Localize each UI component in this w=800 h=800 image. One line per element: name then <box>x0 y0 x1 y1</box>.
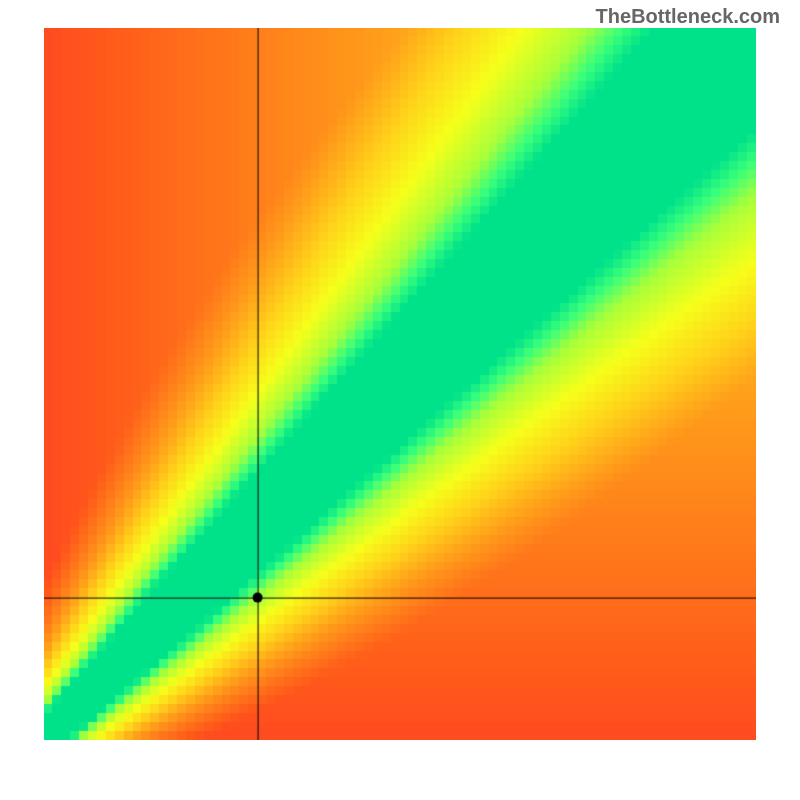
heatmap-canvas <box>44 28 756 740</box>
chart-container: TheBottleneck.com <box>0 0 800 800</box>
watermark-text: TheBottleneck.com <box>596 6 780 29</box>
plot-area <box>44 28 756 740</box>
